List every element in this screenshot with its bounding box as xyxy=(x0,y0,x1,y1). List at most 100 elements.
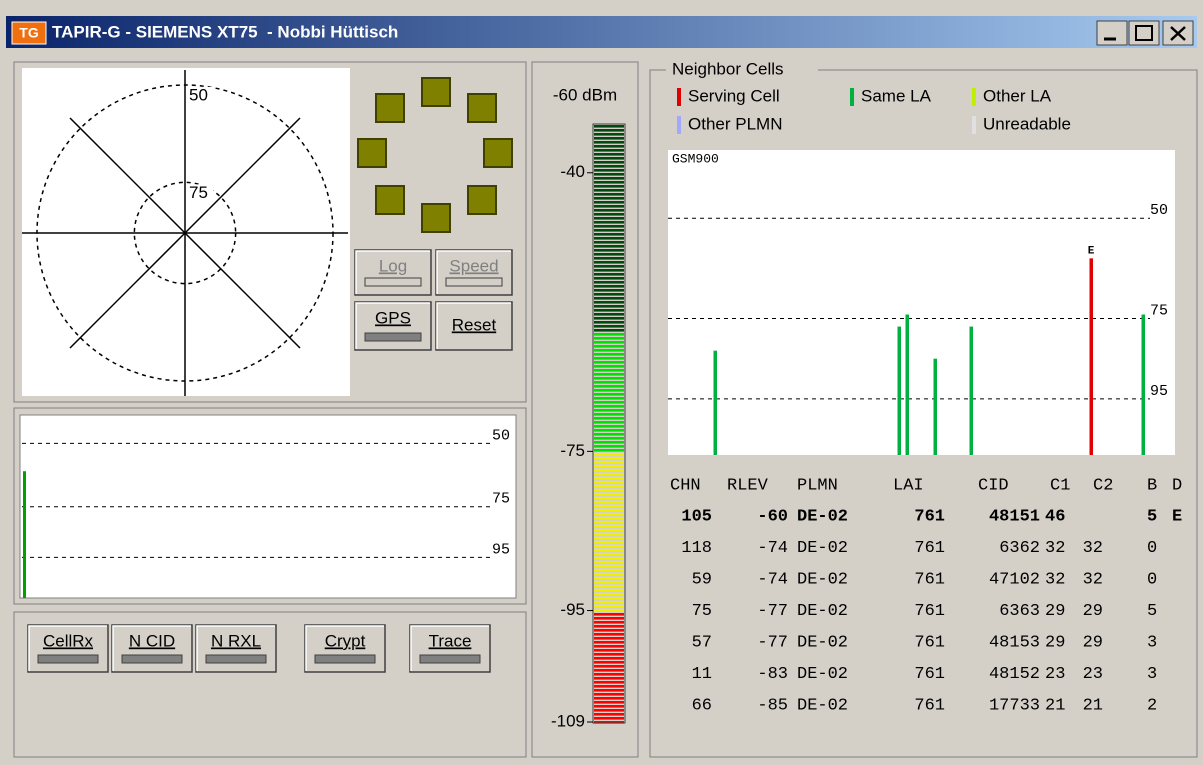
meter-segment xyxy=(594,237,624,240)
minimize-button[interactable] xyxy=(1096,20,1128,46)
meter-segment xyxy=(594,549,624,552)
spectrum-area xyxy=(668,150,1175,455)
button-indicator xyxy=(314,654,376,664)
meter-segment xyxy=(594,249,624,252)
history-panel xyxy=(13,407,527,605)
group-title: Neighbor Cells xyxy=(672,59,784,78)
meter-segment xyxy=(594,501,624,504)
window-controls xyxy=(1096,20,1194,46)
table-cell: 29 xyxy=(1045,602,1065,621)
meter-segment xyxy=(594,621,624,624)
legend-swatch xyxy=(677,116,681,134)
meter-segment xyxy=(594,425,624,428)
meter-segment xyxy=(594,709,624,712)
meter-segment xyxy=(594,433,624,436)
meter-segment xyxy=(594,713,624,716)
table-cell: DE-02 xyxy=(797,602,848,621)
meter-segment xyxy=(594,641,624,644)
y-tick-label: 95 xyxy=(1150,383,1168,400)
column-header: LAI xyxy=(893,476,924,495)
table-cell: 29 xyxy=(1083,633,1103,652)
meter-segment xyxy=(594,613,624,616)
meter-segment xyxy=(594,489,624,492)
meter-segment xyxy=(594,465,624,468)
table-cell: -85 xyxy=(757,696,788,715)
meter-segment xyxy=(594,197,624,200)
meter-segment xyxy=(594,529,624,532)
button-highlight xyxy=(28,625,107,671)
meter-segment xyxy=(594,169,624,172)
maximize-glyph xyxy=(1135,25,1153,41)
meter-segment xyxy=(594,385,624,388)
table-cell: 761 xyxy=(914,539,945,558)
meter-segment xyxy=(594,449,624,452)
meter-reading: -60 dBm xyxy=(553,85,617,104)
level-bar xyxy=(23,471,26,598)
button[interactable]: N CID xyxy=(111,624,193,673)
table-cell: 118 xyxy=(681,539,712,558)
meter-segment xyxy=(594,217,624,220)
meter-segment xyxy=(594,497,624,500)
legend-swatch xyxy=(850,88,854,106)
button[interactable]: Crypt xyxy=(304,624,386,673)
meter-segment xyxy=(594,209,624,212)
meter-segment xyxy=(594,341,624,344)
button-highlight xyxy=(355,250,430,294)
table-cell: 5 xyxy=(1147,507,1157,526)
button-indicator xyxy=(37,654,99,664)
meter-segment xyxy=(594,533,624,536)
meter-segment xyxy=(594,705,624,708)
table-cell: 11 xyxy=(692,665,712,684)
table-cell: DE-02 xyxy=(797,570,848,589)
table-cell: 47102 xyxy=(989,570,1040,589)
button[interactable]: Reset xyxy=(435,301,513,351)
button-face xyxy=(409,624,491,673)
signal-bar xyxy=(1089,258,1093,455)
meter-segment xyxy=(594,413,624,416)
meter-segment xyxy=(594,393,624,396)
table-cell: 21 xyxy=(1045,696,1065,715)
ring-label-bg xyxy=(187,184,213,203)
table-cell: -74 xyxy=(757,570,788,589)
table-cell: 3 xyxy=(1147,665,1157,684)
meter-segment xyxy=(594,581,624,584)
meter-segment xyxy=(594,545,624,548)
meter-segment xyxy=(594,381,624,384)
meter-segment xyxy=(594,397,624,400)
column-header: CHN xyxy=(670,476,701,495)
button[interactable]: CellRx xyxy=(27,624,109,673)
meter-segment xyxy=(594,517,624,520)
range-ring xyxy=(36,84,334,382)
meter-segment xyxy=(594,321,624,324)
button[interactable]: Trace xyxy=(409,624,491,673)
maximize-button[interactable] xyxy=(1128,20,1160,46)
legend-label: Serving Cell xyxy=(688,86,780,105)
meter-segment xyxy=(594,133,624,136)
table-cell: 23 xyxy=(1045,665,1065,684)
meter-segment xyxy=(594,573,624,576)
table-cell: 29 xyxy=(1045,633,1065,652)
button[interactable]: Log xyxy=(354,249,432,296)
column-header: RLEV xyxy=(727,476,769,495)
meter-segment xyxy=(594,693,624,696)
legend-swatch xyxy=(972,116,976,134)
button[interactable]: Speed xyxy=(435,249,513,296)
signal-bar xyxy=(933,358,937,455)
button-face xyxy=(435,249,513,296)
indicator xyxy=(467,93,497,123)
neighbor-group xyxy=(649,69,1198,758)
button-label: Crypt xyxy=(325,631,366,650)
table-cell: 32 xyxy=(1083,539,1103,558)
table-cell: -60 xyxy=(757,507,788,526)
meter-segment xyxy=(594,353,624,356)
meter-segment xyxy=(594,673,624,676)
table-cell: 48151 xyxy=(989,507,1040,526)
meter-segment xyxy=(594,201,624,204)
button[interactable]: GPS xyxy=(354,301,432,351)
meter-segment xyxy=(594,649,624,652)
meter-segment xyxy=(594,409,624,412)
meter-segment xyxy=(594,513,624,516)
button[interactable]: N RXL xyxy=(195,624,277,673)
close-glyph xyxy=(1170,26,1186,41)
bar-flag: E xyxy=(1088,245,1095,257)
